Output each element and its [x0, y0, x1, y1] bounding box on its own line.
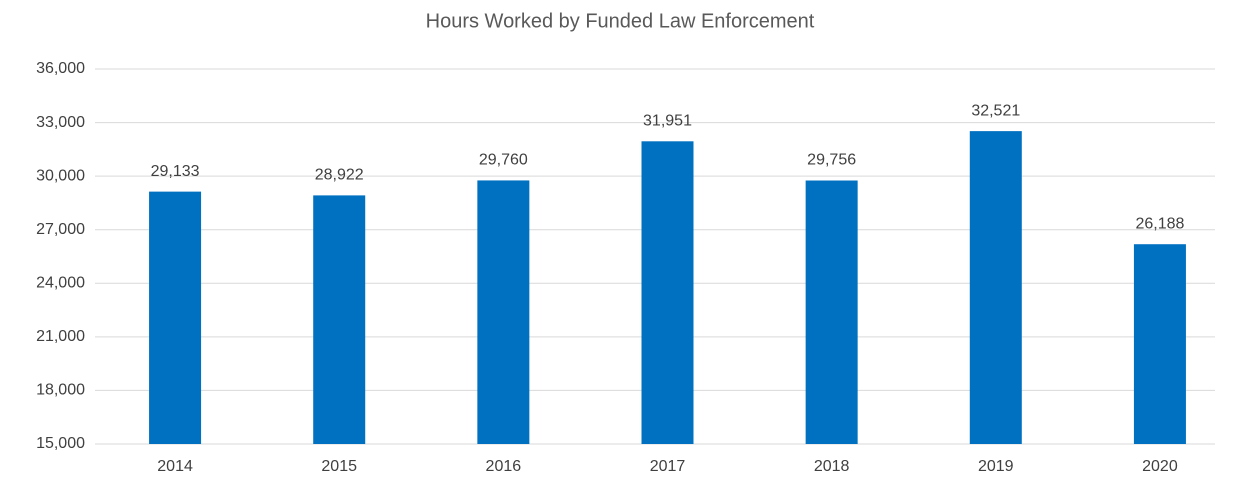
value-label: 26,188	[1135, 215, 1184, 232]
bar	[1133, 244, 1186, 444]
chart-title: Hours Worked by Funded Law Enforcement	[426, 10, 815, 32]
y-tick-label: 15,000	[36, 435, 85, 452]
x-tick-label: 2018	[814, 458, 850, 475]
value-label: 29,133	[151, 163, 200, 180]
y-tick-label: 36,000	[36, 60, 85, 77]
y-tick-label: 33,000	[36, 114, 85, 131]
value-label: 29,756	[807, 152, 856, 169]
bar	[477, 180, 530, 444]
y-tick-label: 30,000	[36, 167, 85, 184]
value-label: 32,521	[971, 102, 1020, 119]
value-label: 28,922	[315, 167, 364, 184]
x-tick-label: 2020	[1142, 458, 1178, 475]
y-tick-label: 24,000	[36, 275, 85, 292]
y-tick-label: 21,000	[36, 328, 85, 345]
x-tick-label: 2014	[157, 458, 193, 475]
bar	[969, 131, 1022, 444]
value-label: 31,951	[643, 113, 692, 130]
bar	[313, 195, 366, 444]
bar	[149, 191, 202, 444]
bar	[641, 141, 694, 444]
x-tick-label: 2015	[321, 458, 357, 475]
y-tick-label: 27,000	[36, 221, 85, 238]
value-label: 29,760	[479, 152, 528, 169]
x-tick-label: 2017	[650, 458, 686, 475]
bar	[805, 180, 858, 444]
x-tick-label: 2019	[978, 458, 1014, 475]
y-tick-label: 18,000	[36, 382, 85, 399]
x-tick-label: 2016	[486, 458, 522, 475]
